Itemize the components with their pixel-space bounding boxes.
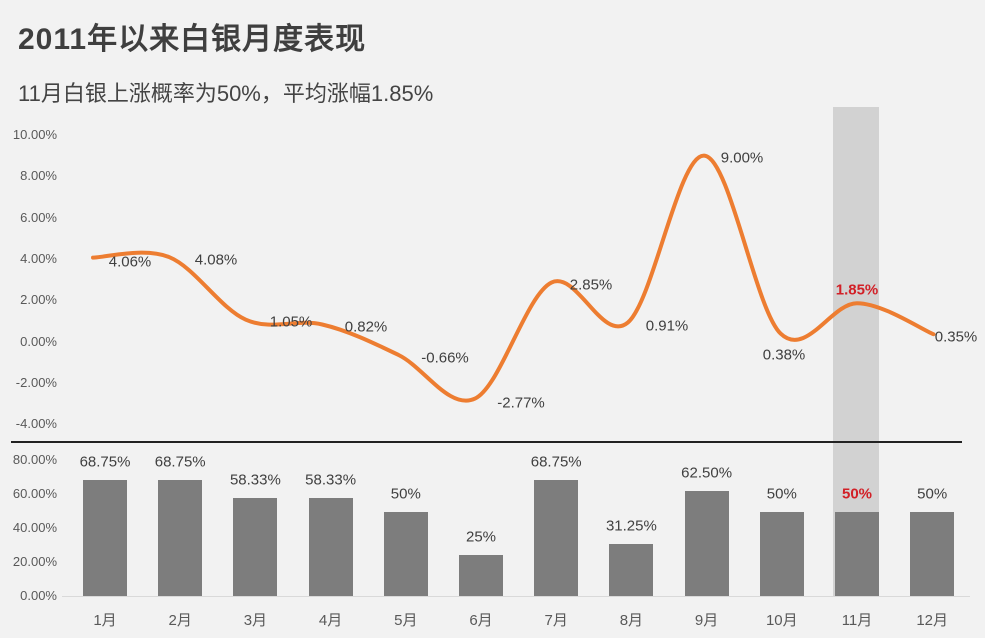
bar-label-month-6: 25% [465, 528, 497, 545]
line-label-month-4: 0.82% [344, 318, 388, 336]
chart-separator-line [11, 441, 962, 443]
x-axis-label-month-2: 2月 [168, 612, 192, 629]
line-y-axis-tick: 0.00% [20, 333, 57, 349]
x-axis-label-month-5: 5月 [394, 612, 418, 629]
bar-month-12 [910, 512, 955, 597]
x-axis-label-month-6: 6月 [469, 612, 493, 629]
bar-label-month-3: 58.33% [229, 471, 281, 489]
bar-month-4 [308, 497, 353, 597]
x-axis-label-month-1: 1月 [93, 612, 117, 629]
line-y-axis-tick: -4.00% [15, 416, 57, 432]
bar-label-month-8: 31.25% [605, 517, 657, 535]
monthly-return-line [91, 153, 936, 403]
bar-y-axis-tick: 40.00% [12, 520, 57, 535]
bar-label-month-12: 50% [917, 485, 948, 503]
bar-month-3 [233, 497, 278, 597]
bar-month-5 [383, 512, 428, 597]
line-label-month-3: 1.05% [269, 313, 313, 331]
bar-y-axis-tick: 60.00% [12, 486, 57, 501]
bar-month-1 [83, 480, 127, 597]
bar-label-month-4: 58.33% [305, 471, 357, 489]
x-axis-label-month-11: 11月 [841, 612, 873, 629]
bar-label-month-10: 50% [766, 485, 797, 503]
bar-y-axis-tick: 0.00% [20, 588, 57, 603]
bar-label-month-1: 68.75% [79, 453, 131, 471]
line-label-month-11: 1.85% [835, 281, 879, 299]
x-axis-label-month-10: 10月 [765, 612, 798, 629]
line-y-axis-tick: 6.00% [20, 209, 57, 225]
bar-month-9 [684, 490, 729, 597]
x-axis-label-month-8: 8月 [619, 612, 644, 629]
bar-chart-baseline [62, 596, 970, 597]
line-y-axis-tick: 10.00% [12, 127, 57, 142]
bar-label-month-2: 68.75% [154, 453, 206, 471]
line-label-month-8: 0.91% [645, 317, 689, 335]
x-axis-label-month-9: 9月 [694, 612, 719, 629]
chart-title: 2011年以来白银月度表现 [18, 23, 367, 56]
line-y-axis-tick: 2.00% [20, 292, 57, 308]
line-y-axis-tick: 8.00% [20, 168, 57, 184]
line-label-month-2: 4.08% [194, 251, 238, 269]
bar-month-7 [534, 480, 579, 597]
x-axis-label-month-4: 4月 [318, 612, 343, 629]
bar-month-10 [759, 512, 804, 597]
bar-y-axis-tick: 80.00% [12, 452, 57, 467]
chart-subtitle: 11月白银上涨概率为50%，平均涨幅1.85% [18, 81, 434, 106]
bar-label-month-5: 50% [390, 485, 421, 503]
bar-label-month-7: 68.75% [530, 453, 582, 471]
bar-label-month-9: 62.50% [681, 464, 733, 482]
x-axis-label-month-3: 3月 [243, 612, 268, 629]
bar-label-month-11: 50% [841, 485, 873, 503]
line-y-axis-tick: -2.00% [15, 374, 57, 390]
line-label-month-7: 2.85% [569, 276, 613, 294]
line-label-month-5: -0.66% [421, 349, 469, 367]
line-label-month-6: -2.77% [497, 394, 545, 412]
x-axis-label-month-12: 12月 [916, 612, 949, 629]
line-label-month-9: 9.00% [720, 149, 764, 167]
line-y-axis-tick: 4.00% [20, 250, 57, 266]
bar-y-axis-tick: 20.00% [12, 554, 57, 569]
bar-month-8 [609, 543, 654, 597]
bar-month-11 [835, 512, 879, 597]
bar-month-6 [459, 554, 503, 597]
x-axis-label-month-7: 7月 [544, 612, 568, 629]
line-label-month-10: 0.38% [762, 346, 806, 364]
line-label-month-12: 0.35% [934, 328, 978, 346]
line-label-month-1: 4.06% [108, 253, 152, 271]
bar-month-2 [158, 480, 203, 597]
